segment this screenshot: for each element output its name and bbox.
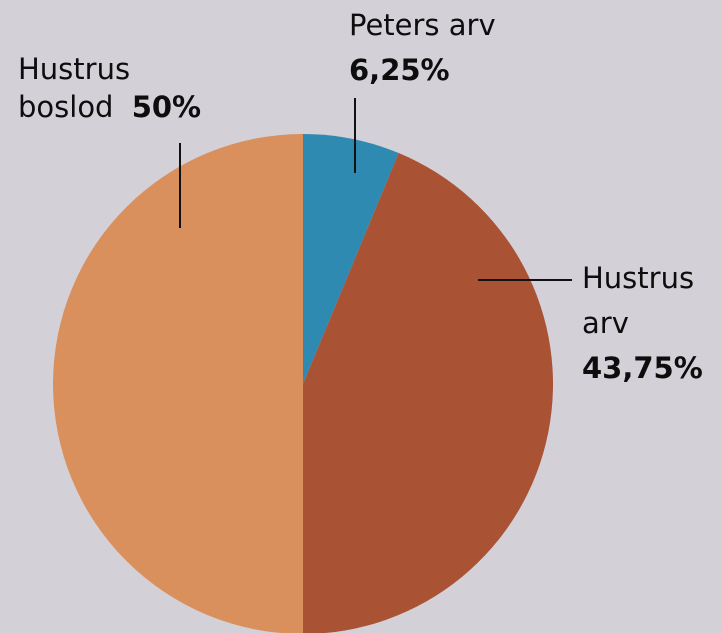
value-label-hustrus-arv: 43,75% <box>582 351 703 385</box>
label-hustrus-boslod: Hustrus boslod 50% <box>18 52 201 124</box>
pie-slice-hustrus-arv <box>303 153 553 633</box>
label-peters-arv-line-1: Peters arv <box>349 8 496 42</box>
value-label-hustrus-boslod: 50% <box>132 90 201 124</box>
label-hustrus-arv-line-1: Hustrus <box>582 261 694 295</box>
label-hustrus-arv: Hustrus arv 43,75% <box>582 261 703 385</box>
label-hustrus-boslod-line-2: boslod <box>18 90 113 124</box>
label-hustrus-arv-line-2: arv <box>582 306 629 340</box>
pie-slice-peters-arv <box>303 134 399 384</box>
value-label-peters-arv: 6,25% <box>349 53 450 87</box>
label-peters-arv: Peters arv 6,25% <box>349 8 505 87</box>
pie-slices <box>53 134 553 633</box>
label-hustrus-boslod-line-1: Hustrus <box>18 52 130 86</box>
pie-slice-hustrus-boslod <box>53 134 303 633</box>
leader-lines <box>179 98 572 281</box>
